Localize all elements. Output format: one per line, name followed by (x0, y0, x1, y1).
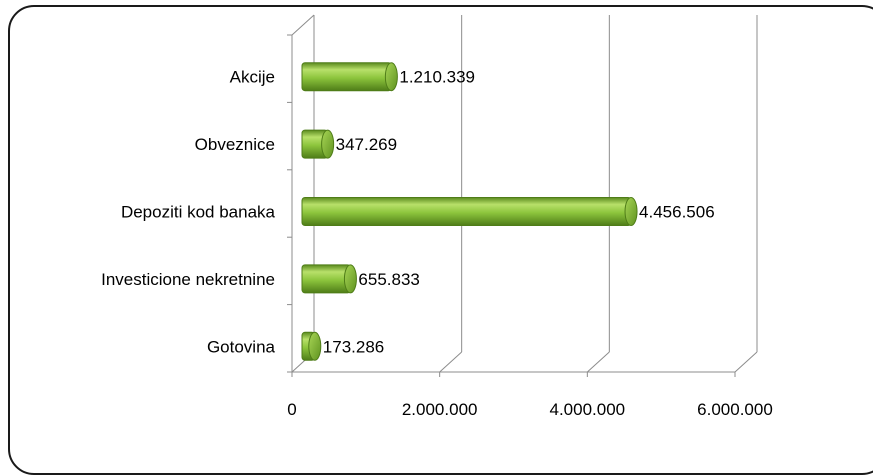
x-tick-label: 4.000.000 (550, 400, 626, 419)
bar-cap (384, 62, 398, 92)
bar-body (301, 62, 392, 92)
bar-body (301, 197, 632, 226)
category-label: Depoziti kod banaka (121, 203, 276, 222)
bar-value-label: 4.456.506 (639, 203, 715, 222)
chart-frame (8, 5, 873, 475)
bar-body (301, 264, 351, 294)
bar-cap (308, 331, 322, 361)
bar-value-label: 655.833 (358, 270, 419, 289)
bar-chart: 0 2.000.000 4.000.000 6.000.000 1.210.339 Akc… (101, 14, 773, 419)
grid-layer (287, 14, 758, 377)
gridline-floor (734, 351, 758, 373)
category-label: Akcije (230, 68, 275, 87)
bar-value-label: 347.269 (336, 135, 397, 154)
category-label: Investicione nekretnine (101, 270, 275, 289)
y-axis-top (291, 14, 315, 36)
category-label: Gotovina (207, 337, 276, 356)
bar-cap (343, 264, 357, 294)
x-tick-label: 6.000.000 (697, 400, 773, 419)
gridline-floor (439, 351, 463, 373)
category-label: Obveznice (195, 135, 275, 154)
bar-value-label: 173.286 (323, 337, 384, 356)
x-tick-label: 0 (287, 400, 296, 419)
x-tick-label: 2.000.000 (402, 400, 478, 419)
bar-value-label: 1.210.339 (399, 68, 475, 87)
bar-cap (321, 129, 335, 159)
label-layer: 0 2.000.000 4.000.000 6.000.000 1.210.339 Akc… (101, 68, 773, 419)
bar-layer (301, 62, 638, 361)
bar-cap (624, 197, 638, 226)
gridline-floor (586, 351, 610, 373)
